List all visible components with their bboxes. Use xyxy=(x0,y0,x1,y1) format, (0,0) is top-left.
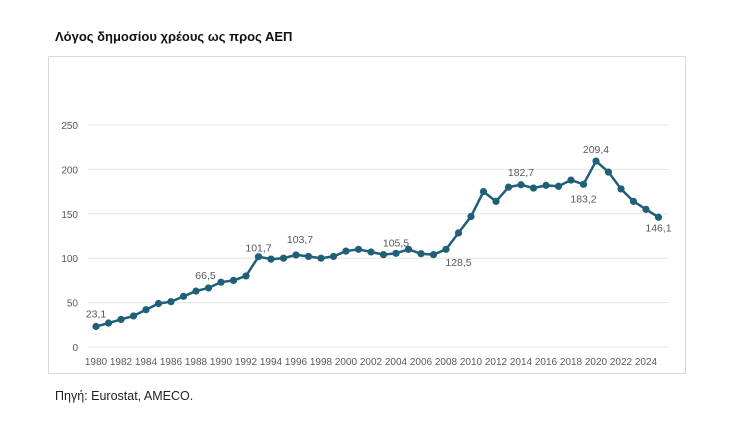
chart-frame xyxy=(48,56,686,374)
data-label: 101,7 xyxy=(245,243,271,255)
data-point xyxy=(467,212,475,221)
data-point xyxy=(579,180,588,188)
x-tick-label: 1988 xyxy=(185,357,208,368)
data-point xyxy=(192,287,200,295)
data-label: 103,7 xyxy=(287,234,313,246)
x-tick-label: 2012 xyxy=(485,357,508,368)
data-point xyxy=(279,254,288,262)
data-point xyxy=(304,252,313,261)
chart-title: Λόγος δημοσίου χρέους ως προς ΑΕΠ xyxy=(55,29,293,44)
x-tick-label: 1982 xyxy=(110,357,133,368)
data-point xyxy=(242,272,250,280)
y-tick-label: 100 xyxy=(61,254,78,265)
data-point xyxy=(167,298,175,306)
x-tick-label: 2010 xyxy=(460,357,483,368)
data-point xyxy=(267,255,275,263)
data-point xyxy=(429,251,438,259)
y-tick-label: 200 xyxy=(61,165,78,176)
data-point xyxy=(454,229,463,237)
data-label: 105,5 xyxy=(383,237,409,249)
data-point xyxy=(317,254,325,262)
x-tick-label: 1996 xyxy=(285,357,308,368)
data-point xyxy=(504,183,513,191)
data-label: 23,1 xyxy=(86,308,107,320)
data-point xyxy=(142,306,150,314)
data-point xyxy=(492,197,500,205)
data-point xyxy=(292,251,300,259)
data-point xyxy=(92,322,100,331)
x-tick-label: 2022 xyxy=(610,357,633,368)
data-point xyxy=(542,181,550,189)
data-point xyxy=(254,253,263,261)
data-label: 146,1 xyxy=(645,222,671,234)
y-tick-label: 150 xyxy=(61,210,78,221)
x-tick-label: 1986 xyxy=(160,357,183,368)
x-tick-label: 2008 xyxy=(435,357,458,368)
data-point xyxy=(567,176,575,184)
x-tick-label: 1992 xyxy=(235,357,258,368)
x-tick-label: 2002 xyxy=(360,357,383,368)
x-tick-label: 1990 xyxy=(210,357,233,368)
data-point xyxy=(367,248,375,256)
x-tick-label: 1980 xyxy=(85,357,108,368)
data-point xyxy=(329,252,338,261)
data-label: 128,5 xyxy=(445,257,471,269)
x-tick-label: 2016 xyxy=(535,357,558,368)
x-tick-label: 2020 xyxy=(585,357,608,368)
data-point xyxy=(229,276,238,284)
y-tick-label: 0 xyxy=(72,343,78,354)
data-label: 182,7 xyxy=(508,167,534,179)
data-point xyxy=(554,182,563,190)
y-tick-label: 250 xyxy=(61,121,78,132)
data-point xyxy=(392,249,400,257)
data-point xyxy=(417,250,425,258)
data-point xyxy=(442,245,450,253)
x-tick-label: 2014 xyxy=(510,357,533,368)
data-point xyxy=(204,284,213,292)
data-point xyxy=(517,181,525,189)
x-tick-label: 1984 xyxy=(135,357,158,368)
data-point xyxy=(154,299,163,308)
data-point xyxy=(654,213,663,221)
x-tick-label: 1998 xyxy=(310,357,333,368)
data-point xyxy=(354,245,363,253)
x-tick-label: 2018 xyxy=(560,357,583,368)
source-note: Πηγή: Eurostat, AMECO. xyxy=(55,389,194,403)
data-point xyxy=(629,197,638,205)
data-point xyxy=(479,188,488,196)
data-point xyxy=(604,168,613,176)
data-point xyxy=(217,278,225,286)
x-tick-label: 2004 xyxy=(385,357,408,368)
series-line xyxy=(95,159,660,328)
data-point xyxy=(617,185,625,193)
x-tick-label: 2000 xyxy=(335,357,358,368)
x-tick-label: 1994 xyxy=(260,357,283,368)
data-point xyxy=(642,205,650,213)
data-label: 209,4 xyxy=(583,144,609,156)
data-point xyxy=(529,184,538,192)
data-point xyxy=(104,319,113,327)
x-tick-label: 2006 xyxy=(410,357,433,368)
data-point xyxy=(342,247,350,255)
data-point xyxy=(592,157,600,165)
data-point xyxy=(179,292,188,300)
data-point xyxy=(129,312,138,320)
x-tick-label: 2024 xyxy=(635,357,658,368)
data-point xyxy=(404,245,413,253)
data-label: 183,2 xyxy=(570,193,596,205)
data-label: 66,5 xyxy=(195,270,216,282)
data-point xyxy=(379,251,388,259)
data-point xyxy=(117,315,125,324)
y-tick-label: 50 xyxy=(67,299,79,310)
